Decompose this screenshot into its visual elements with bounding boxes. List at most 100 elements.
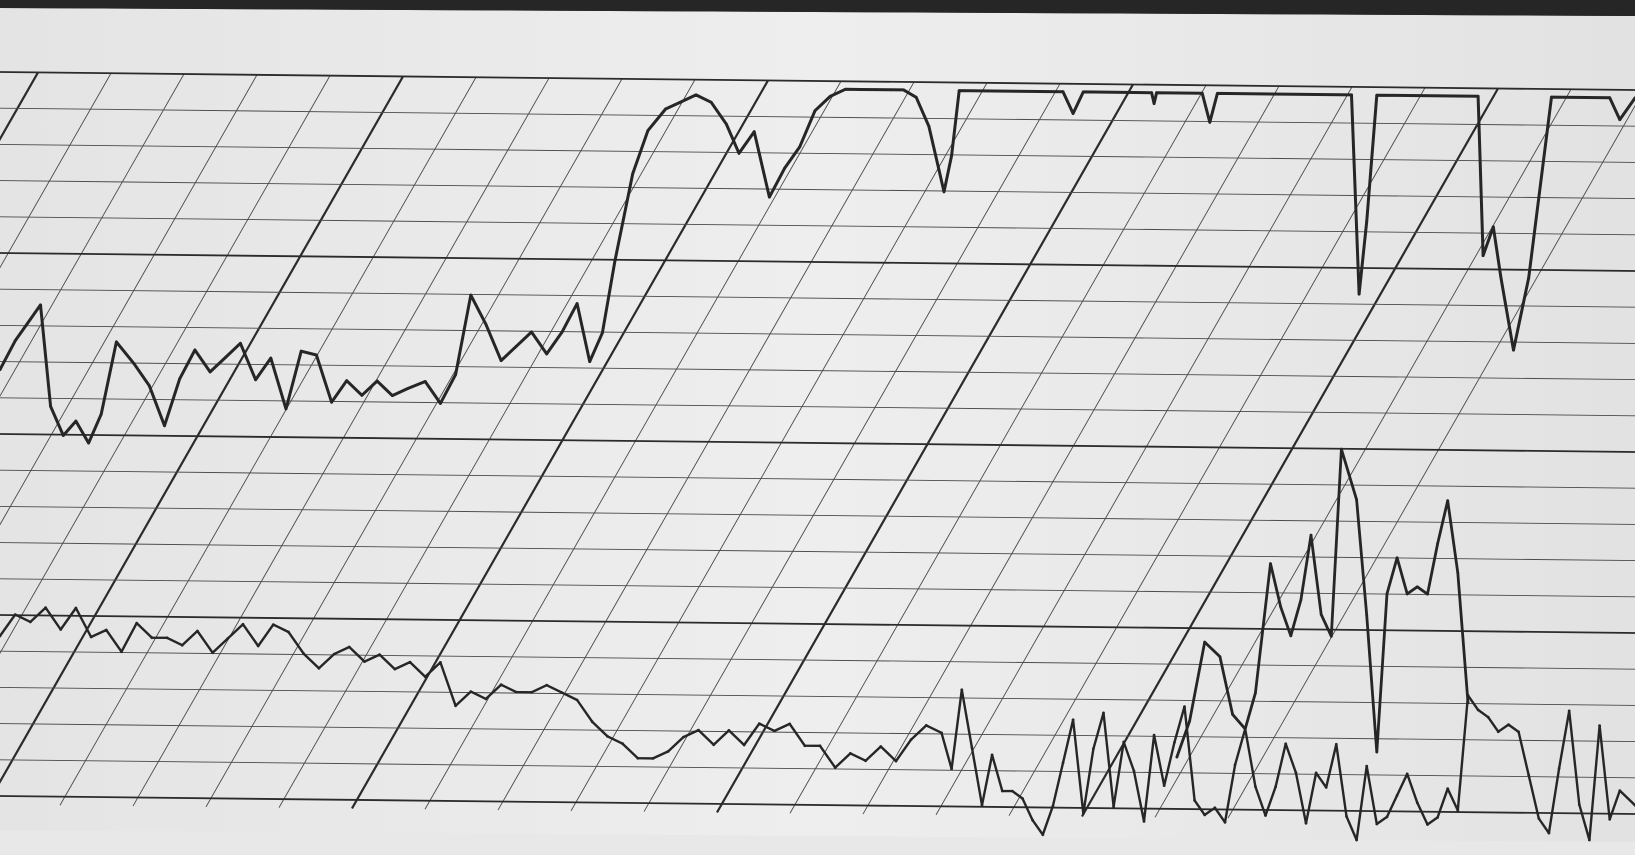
data-point-lower (499, 683, 503, 687)
data-point-lower (1446, 787, 1450, 791)
data-point-lower (226, 637, 230, 640)
grid-minor-horizontal (0, 759, 1635, 779)
data-point-lower (1507, 723, 1510, 726)
data-point-upper (269, 356, 273, 360)
data-point-lower (1557, 767, 1561, 770)
data-point-lower (990, 753, 994, 757)
data-point-upper (950, 154, 953, 158)
data-point-lower_excursion (1355, 498, 1358, 502)
data-point-lower (980, 803, 984, 807)
data-point-lower (13, 613, 17, 616)
data-point-lower (514, 690, 518, 694)
data-point-upper (61, 434, 65, 437)
data-point-upper (902, 88, 905, 92)
data-point-lower (651, 757, 655, 760)
data-point-lower (894, 759, 898, 763)
data-point-upper (1608, 96, 1612, 100)
data-point-upper (1550, 95, 1553, 99)
data-point-lower (332, 652, 336, 656)
data-point-lower (1112, 805, 1115, 809)
data-point-lower (1223, 820, 1227, 824)
data-point-upper (39, 303, 42, 307)
data-point-upper (942, 190, 946, 194)
data-point-lower (621, 742, 624, 746)
grid-minor-horizontal (0, 107, 1635, 127)
data-point-upper (1527, 276, 1531, 280)
data-point-lower (454, 704, 457, 708)
data-point-upper (208, 370, 212, 374)
data-point-lower (1173, 741, 1176, 744)
data-point-upper (957, 89, 961, 92)
data-point-lower_excursion (1319, 613, 1323, 616)
data-point-upper (874, 88, 878, 91)
data-point-lower_excursion (1231, 713, 1234, 716)
data-point-lower (960, 688, 964, 692)
data-point-upper (1155, 91, 1158, 95)
data-point-upper (664, 107, 667, 111)
data-point-lower (879, 745, 883, 748)
data-point-lower (1517, 730, 1520, 734)
grid-minor-vertical (1154, 89, 1572, 818)
data-point-lower (1051, 804, 1055, 808)
data-point-lower (1598, 724, 1601, 727)
data-point-lower (484, 697, 488, 701)
data-point-lower (1537, 817, 1541, 820)
data-point-upper (132, 362, 136, 366)
data-point-upper (178, 377, 182, 381)
data-point-lower (682, 735, 685, 739)
data-point-upper (560, 330, 564, 334)
data-point-lower_excursion (1299, 598, 1303, 602)
data-point-lower_excursion (1269, 562, 1272, 565)
data-point-lower (1213, 806, 1217, 810)
data-point-lower (241, 622, 245, 626)
grid-minor-horizontal (0, 650, 1635, 670)
data-point-lower (1345, 815, 1348, 818)
grid-minor-vertical (132, 77, 550, 807)
data-point-lower (1436, 816, 1439, 819)
data-point-upper (575, 302, 579, 305)
data-point-lower (1527, 773, 1531, 777)
data-point-lower_excursion (1289, 634, 1293, 638)
data-point-lower (393, 667, 397, 671)
data-point-lower (788, 722, 792, 726)
data-point-upper (752, 130, 756, 134)
grid-minor-vertical (1227, 104, 1635, 819)
data-point-upper (545, 352, 549, 356)
data-point-upper (1200, 91, 1204, 95)
data-point-lower (606, 734, 609, 738)
data-point-upper (239, 341, 242, 345)
data-point-lower (849, 752, 852, 755)
data-point-upper (390, 394, 394, 397)
data-point-lower (120, 650, 123, 654)
data-point-upper (223, 356, 227, 359)
grid-minor-horizontal (0, 143, 1635, 163)
data-point-lower (1284, 742, 1288, 746)
data-point-lower_excursion (1329, 634, 1333, 638)
data-point-upper (1208, 120, 1212, 124)
data-point-upper (484, 322, 488, 326)
data-point-upper (254, 378, 257, 382)
data-point-lower (211, 651, 215, 655)
data-point-upper (1365, 220, 1369, 224)
data-point-upper (530, 330, 533, 334)
data-point-upper (1375, 93, 1379, 97)
data-point-lower (59, 628, 63, 631)
data-point-lower (1334, 742, 1338, 746)
top-shadow-band (0, 0, 1635, 16)
data-point-lower (742, 743, 746, 747)
data-point-lower (545, 683, 549, 687)
data-point-lower_excursion (1446, 499, 1450, 503)
data-point-lower (1081, 812, 1085, 815)
data-point-lower (1193, 799, 1196, 802)
data-point-lower (697, 728, 700, 732)
data-point-lower (1021, 797, 1024, 800)
data-point-lower_excursion (1218, 655, 1222, 658)
data-point-upper (679, 100, 683, 104)
data-point-upper (87, 441, 90, 445)
data-point-lower (1294, 771, 1298, 775)
data-point-lower (256, 644, 260, 648)
data-point-upper (514, 344, 518, 348)
data-point-upper (1512, 348, 1515, 352)
data-point-upper (439, 402, 442, 405)
